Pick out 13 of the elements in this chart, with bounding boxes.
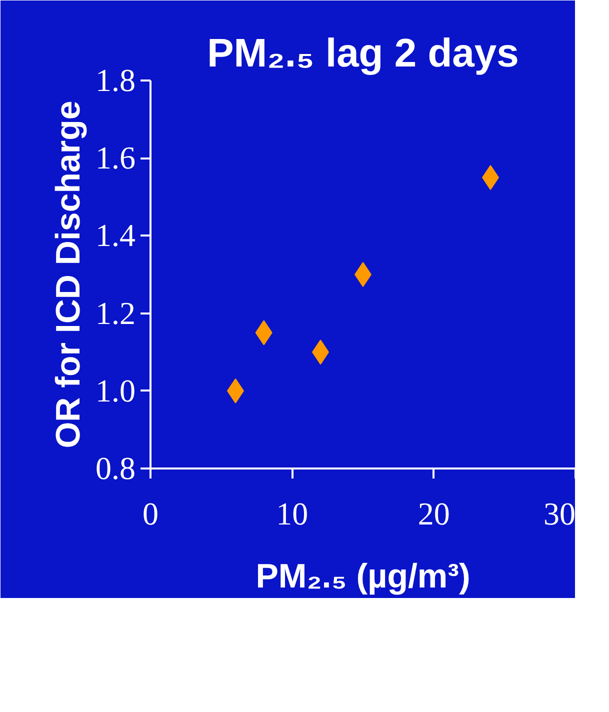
chart-title: PM₂.₅ lag 2 days bbox=[207, 32, 519, 76]
x-tick-label: 20 bbox=[418, 496, 450, 532]
y-tick-label: 1.6 bbox=[96, 140, 136, 176]
y-tick-label: 1.0 bbox=[96, 372, 136, 408]
x-axis-title: PM₂.₅ (µg/m³) bbox=[256, 558, 470, 596]
y-tick-label: 1.4 bbox=[96, 217, 136, 254]
y-tick-label: 1.2 bbox=[96, 294, 136, 331]
y-tick-label: 1.8 bbox=[96, 62, 136, 98]
x-tick-label: 0 bbox=[142, 496, 158, 532]
x-tick-label: 30 bbox=[544, 496, 576, 532]
y-tick-label: 0.8 bbox=[96, 450, 136, 486]
x-tick-label: 10 bbox=[276, 496, 308, 532]
y-axis-title: OR for ICD Discharge bbox=[50, 100, 88, 448]
